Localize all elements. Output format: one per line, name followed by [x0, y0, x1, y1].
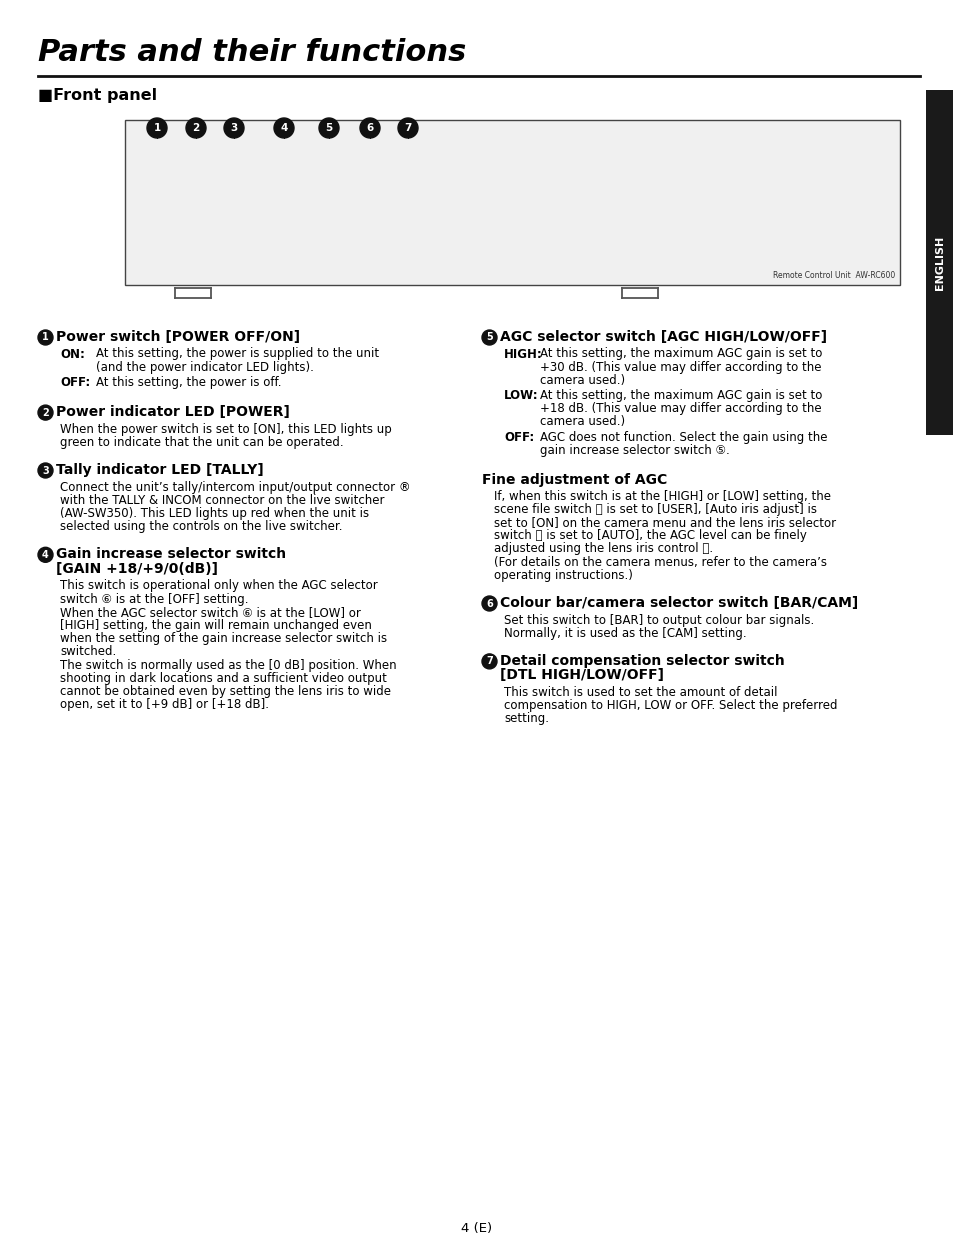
Text: cannot be obtained even by setting the lens iris to wide: cannot be obtained even by setting the l… — [60, 685, 391, 698]
Text: 7: 7 — [404, 122, 412, 134]
Text: 4: 4 — [280, 122, 288, 134]
Text: 5: 5 — [325, 122, 333, 134]
Text: Parts and their functions: Parts and their functions — [38, 38, 466, 67]
Text: Power switch [POWER OFF/ON]: Power switch [POWER OFF/ON] — [56, 330, 300, 344]
Text: Normally, it is used as the [CAM] setting.: Normally, it is used as the [CAM] settin… — [503, 627, 746, 640]
Text: At this setting, the maximum AGC gain is set to: At this setting, the maximum AGC gain is… — [539, 348, 821, 360]
Text: setting.: setting. — [503, 713, 548, 725]
Text: 4: 4 — [42, 549, 49, 560]
Text: shooting in dark locations and a sufficient video output: shooting in dark locations and a suffici… — [60, 672, 387, 685]
Text: (AW-SW350). This LED lights up red when the unit is: (AW-SW350). This LED lights up red when … — [60, 507, 369, 520]
Circle shape — [481, 654, 497, 669]
Text: 3: 3 — [42, 465, 49, 475]
Text: AGC does not function. Select the gain using the: AGC does not function. Select the gain u… — [539, 430, 826, 444]
Text: HIGH:: HIGH: — [503, 348, 542, 360]
Text: +18 dB. (This value may differ according to the: +18 dB. (This value may differ according… — [539, 402, 821, 416]
Circle shape — [38, 547, 53, 563]
Text: Fine adjustment of AGC: Fine adjustment of AGC — [481, 473, 666, 487]
Text: Set this switch to [BAR] to output colour bar signals.: Set this switch to [BAR] to output colou… — [503, 614, 814, 626]
Text: ENGLISH: ENGLISH — [934, 235, 944, 289]
Text: 5: 5 — [486, 333, 493, 343]
Text: 2: 2 — [193, 122, 199, 134]
Text: 7: 7 — [486, 657, 493, 667]
Text: OFF:: OFF: — [503, 430, 534, 444]
Text: operating instructions.): operating instructions.) — [494, 569, 632, 581]
Text: OFF:: OFF: — [60, 376, 91, 388]
Bar — [125, 120, 899, 285]
Text: switched.: switched. — [60, 646, 116, 658]
Text: This switch is operational only when the AGC selector: This switch is operational only when the… — [60, 579, 377, 593]
Text: This switch is used to set the amount of detail: This switch is used to set the amount of… — [503, 685, 777, 699]
Text: 6: 6 — [486, 599, 493, 609]
Text: Detail compensation selector switch: Detail compensation selector switch — [499, 654, 784, 668]
Text: At this setting, the maximum AGC gain is set to: At this setting, the maximum AGC gain is… — [539, 390, 821, 402]
Text: At this setting, the power is supplied to the unit: At this setting, the power is supplied t… — [96, 348, 378, 360]
Text: Connect the unit’s tally/intercom input/output connector ®: Connect the unit’s tally/intercom input/… — [60, 480, 410, 494]
Text: camera used.): camera used.) — [539, 416, 624, 428]
Circle shape — [481, 330, 497, 345]
Circle shape — [38, 463, 53, 477]
Circle shape — [397, 118, 417, 139]
Text: open, set it to [+9 dB] or [+18 dB].: open, set it to [+9 dB] or [+18 dB]. — [60, 698, 269, 711]
Text: Colour bar/camera selector switch [BAR/CAM]: Colour bar/camera selector switch [BAR/C… — [499, 596, 858, 610]
Circle shape — [359, 118, 379, 139]
Text: switch ⑯ is set to [AUTO], the AGC level can be finely: switch ⑯ is set to [AUTO], the AGC level… — [494, 529, 806, 542]
Text: If, when this switch is at the [HIGH] or [LOW] setting, the: If, when this switch is at the [HIGH] or… — [494, 490, 830, 502]
Text: AGC selector switch [AGC HIGH/LOW/OFF]: AGC selector switch [AGC HIGH/LOW/OFF] — [499, 330, 826, 344]
Text: 2: 2 — [42, 408, 49, 418]
Text: (For details on the camera menus, refer to the camera’s: (For details on the camera menus, refer … — [494, 555, 826, 569]
Text: selected using the controls on the live switcher.: selected using the controls on the live … — [60, 520, 342, 533]
Text: set to [ON] on the camera menu and the lens iris selector: set to [ON] on the camera menu and the l… — [494, 516, 835, 529]
Circle shape — [224, 118, 244, 139]
Text: 1: 1 — [42, 333, 49, 343]
Text: Tally indicator LED [TALLY]: Tally indicator LED [TALLY] — [56, 463, 263, 477]
Text: The switch is normally used as the [0 dB] position. When: The switch is normally used as the [0 dB… — [60, 658, 396, 672]
Text: camera used.): camera used.) — [539, 374, 624, 387]
Text: with the TALLY & INCOM connector on the live switcher: with the TALLY & INCOM connector on the … — [60, 494, 384, 507]
Text: ON:: ON: — [60, 348, 85, 360]
Text: +30 dB. (This value may differ according to the: +30 dB. (This value may differ according… — [539, 361, 821, 374]
Text: LOW:: LOW: — [503, 390, 538, 402]
Text: When the power switch is set to [ON], this LED lights up: When the power switch is set to [ON], th… — [60, 423, 392, 435]
Text: scene file switch ⑭ is set to [USER], [Auto iris adjust] is: scene file switch ⑭ is set to [USER], [A… — [494, 502, 816, 516]
Text: Power indicator LED [POWER]: Power indicator LED [POWER] — [56, 404, 290, 419]
Text: 6: 6 — [366, 122, 374, 134]
Text: gain increase selector switch ⑤.: gain increase selector switch ⑤. — [539, 444, 729, 456]
Text: switch ⑥ is at the [OFF] setting.: switch ⑥ is at the [OFF] setting. — [60, 593, 248, 605]
Text: At this setting, the power is off.: At this setting, the power is off. — [96, 376, 281, 388]
Text: 4 (E): 4 (E) — [461, 1222, 492, 1235]
Circle shape — [38, 330, 53, 345]
Text: (and the power indicator LED lights).: (and the power indicator LED lights). — [96, 361, 314, 374]
Text: 1: 1 — [153, 122, 160, 134]
Text: [GAIN +18/+9/0(dB)]: [GAIN +18/+9/0(dB)] — [56, 562, 218, 575]
Circle shape — [481, 596, 497, 611]
Text: 3: 3 — [230, 122, 237, 134]
Text: when the setting of the gain increase selector switch is: when the setting of the gain increase se… — [60, 632, 387, 646]
Text: green to indicate that the unit can be operated.: green to indicate that the unit can be o… — [60, 435, 343, 449]
Circle shape — [318, 118, 338, 139]
Text: [HIGH] setting, the gain will remain unchanged even: [HIGH] setting, the gain will remain unc… — [60, 618, 372, 632]
Text: When the AGC selector switch ⑥ is at the [LOW] or: When the AGC selector switch ⑥ is at the… — [60, 606, 360, 618]
Text: [DTL HIGH/LOW/OFF]: [DTL HIGH/LOW/OFF] — [499, 668, 663, 683]
Circle shape — [147, 118, 167, 139]
Circle shape — [186, 118, 206, 139]
Text: adjusted using the lens iris control ⑱.: adjusted using the lens iris control ⑱. — [494, 542, 713, 555]
Text: ■Front panel: ■Front panel — [38, 88, 157, 103]
Text: Remote Control Unit  AW-RC600: Remote Control Unit AW-RC600 — [772, 271, 894, 280]
Circle shape — [274, 118, 294, 139]
Circle shape — [38, 404, 53, 421]
Bar — [925, 90, 953, 435]
Text: compensation to HIGH, LOW or OFF. Select the preferred: compensation to HIGH, LOW or OFF. Select… — [503, 699, 837, 713]
Text: Gain increase selector switch: Gain increase selector switch — [56, 547, 286, 562]
